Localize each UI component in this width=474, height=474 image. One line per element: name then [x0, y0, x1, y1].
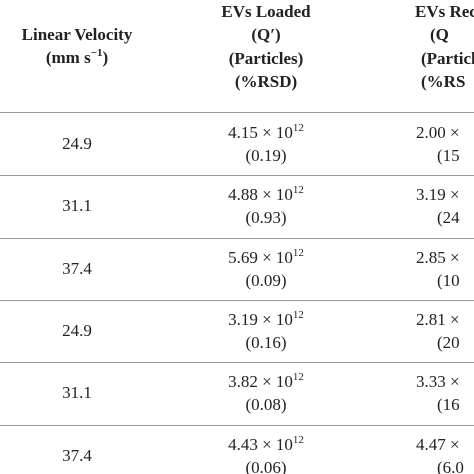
loaded-value: 3.82 × 10 — [228, 372, 293, 392]
loaded-cell: 5.69 × 1012 — [228, 246, 304, 268]
loaded-exponent: 12 — [292, 309, 304, 322]
recovered-rsd: (16 — [437, 395, 460, 415]
unit-exponent: −1 — [90, 47, 103, 59]
loaded-rsd: (0.93) — [245, 208, 287, 228]
rule — [0, 299, 474, 301]
header-cell: Linear Velocity — [21, 25, 133, 44]
loaded-rsd: (0.09) — [245, 270, 287, 290]
loaded-cell: 4.88 × 1012 — [228, 185, 304, 205]
header-cell: (mm s−1) — [46, 48, 108, 68]
recovered-rsd: (24 — [437, 208, 460, 228]
loaded-value: 4.15 × 10 — [228, 123, 293, 143]
loaded-cell: 3.19 × 1012 — [228, 310, 304, 330]
loaded-exponent: 12 — [292, 184, 304, 197]
unit-close: ) — [102, 48, 109, 67]
recovered-cell: 2.81 × — [416, 310, 460, 330]
velocity-cell: 31.1 — [62, 383, 92, 403]
velocity-cell: 31.1 — [62, 196, 92, 216]
header-cell: (Q′) — [251, 25, 281, 45]
rule — [0, 175, 474, 177]
header-cell: (Q — [430, 25, 449, 45]
velocity-cell: 37.4 — [62, 445, 92, 465]
loaded-cell: 3.82 × 1012 — [228, 372, 304, 392]
loaded-value: 5.69 × 10 — [228, 247, 293, 267]
rule — [0, 237, 474, 239]
header-cell: (%RSD) — [234, 71, 298, 91]
loaded-exponent: 12 — [292, 246, 304, 259]
loaded-value: 4.43 × 10 — [228, 434, 293, 454]
recovered-cell: 2.00 × — [416, 123, 460, 143]
loaded-exponent: 12 — [292, 433, 304, 446]
velocity-cell: 37.4 — [62, 258, 92, 278]
recovered-cell: 2.85 × — [416, 247, 460, 267]
recovered-rsd: (6.0 — [437, 457, 464, 474]
recovered-rsd: (15 — [437, 146, 460, 166]
header-cell: EVs Rec — [415, 2, 474, 21]
velocity-cell: 24.9 — [62, 134, 92, 154]
loaded-cell: 4.43 × 1012 — [228, 433, 304, 455]
loaded-value: 3.19 × 10 — [228, 310, 293, 330]
recovered-cell: 4.47 × — [416, 434, 460, 454]
loaded-value: 4.88 × 10 — [228, 185, 293, 205]
recovered-cell: 3.19 × — [416, 185, 460, 205]
loaded-rsd: (0.08) — [245, 395, 287, 415]
recovered-cell: 3.33 × — [416, 372, 460, 392]
loaded-exponent: 12 — [292, 371, 304, 384]
loaded-rsd: (0.16) — [245, 333, 287, 353]
header-cell: (%RS — [421, 71, 466, 91]
loaded-cell: 4.15 × 1012 — [228, 123, 304, 143]
velocity-cell: 24.9 — [62, 321, 92, 341]
header-cell: (Particl — [421, 48, 474, 68]
recovered-rsd: (20 — [437, 333, 460, 353]
loaded-exponent: 12 — [292, 122, 304, 135]
rule — [0, 424, 474, 426]
recovered-rsd: (10 — [437, 270, 460, 290]
header-cell: EVs Loaded — [221, 2, 311, 21]
unit: (mm s — [45, 48, 91, 67]
header-cell: (Particles) — [228, 48, 304, 68]
rule — [0, 362, 474, 364]
loaded-rsd: (0.19) — [245, 146, 287, 166]
loaded-rsd: (0.06) — [245, 457, 287, 474]
rule — [0, 112, 474, 113]
